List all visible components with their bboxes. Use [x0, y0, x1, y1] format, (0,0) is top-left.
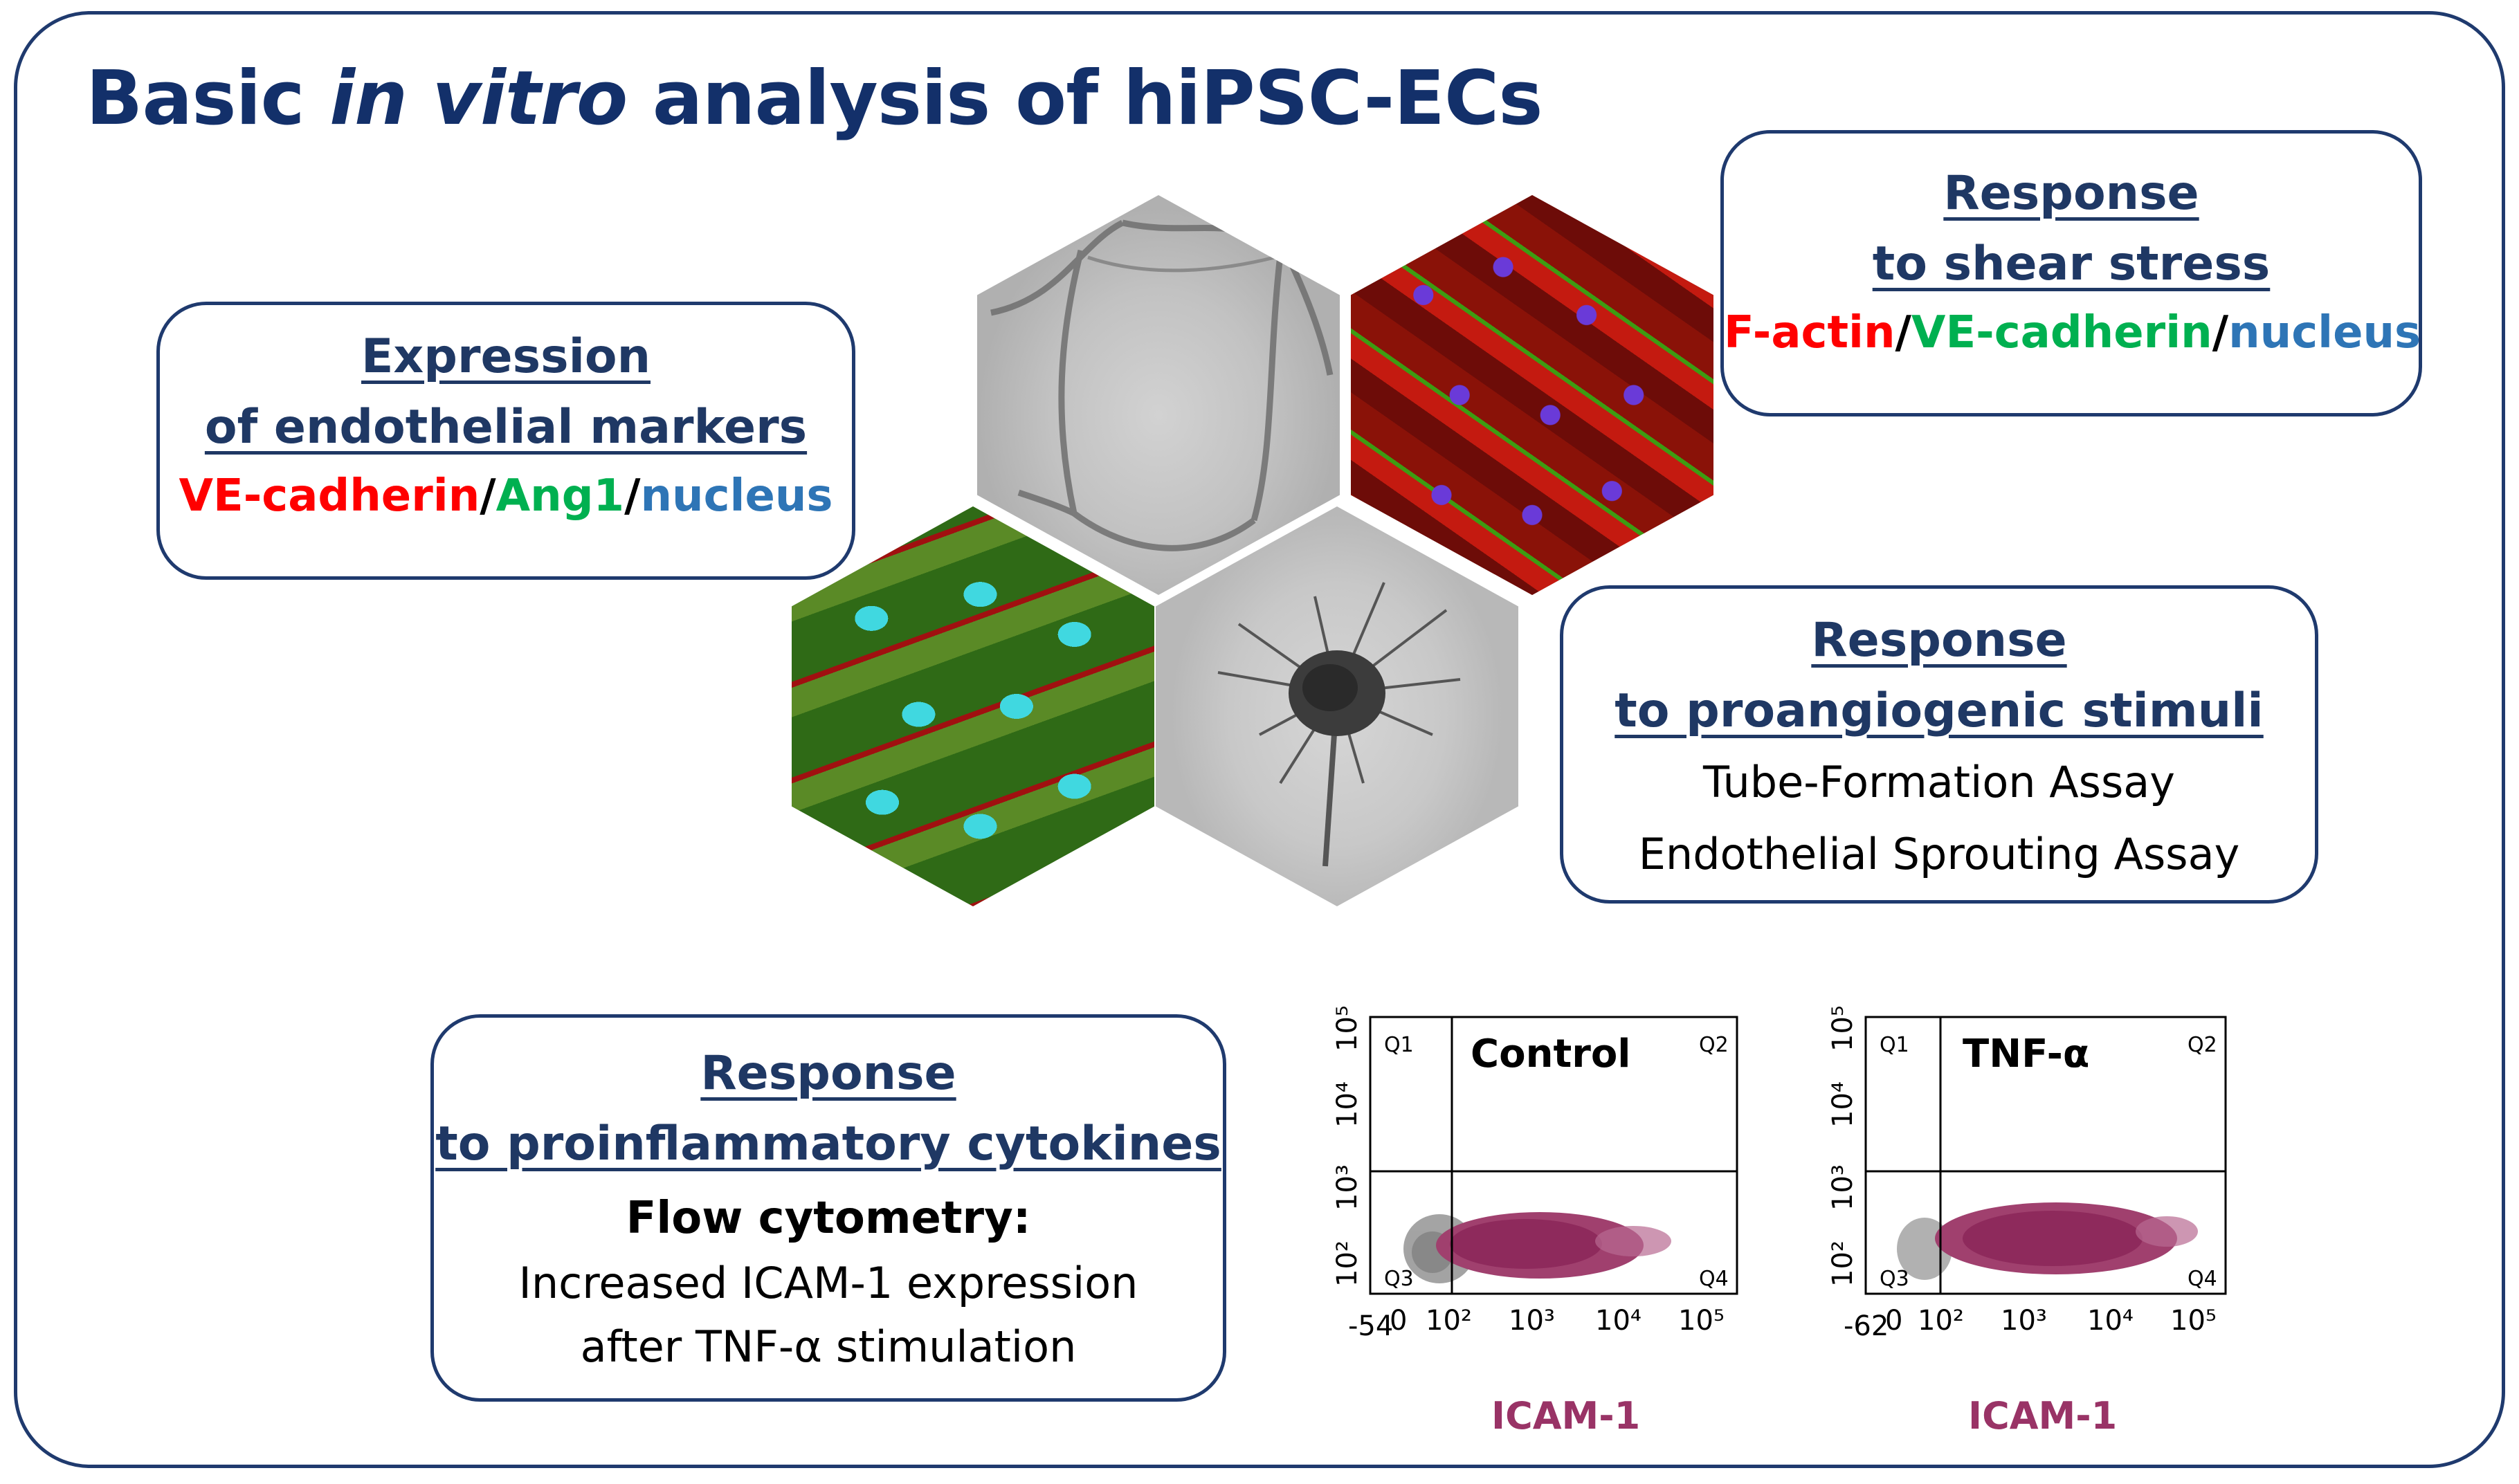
y-tick-4: 10⁵ — [1331, 1005, 1363, 1052]
y-tick-3: 10⁴ — [1827, 1081, 1859, 1128]
x-min-label: -62 — [1844, 1310, 1889, 1342]
quadrant-q2: Q2 — [2188, 1033, 2217, 1057]
scatter-cloud-icam — [1436, 1212, 1671, 1279]
quadrant-q1: Q1 — [1880, 1033, 1909, 1057]
x-tick-0: 0 — [1390, 1305, 1407, 1337]
quadrant-q2: Q2 — [1699, 1033, 1729, 1057]
shear-stain-line: F-actin/VE-cadherin/nucleus — [1724, 307, 2421, 358]
shear-heading-1: Response — [1943, 166, 2199, 221]
x-tick-2: 10³ — [2001, 1305, 2047, 1337]
plot-title: Control — [1471, 1032, 1631, 1077]
tnf-flow-plot: Q1 Q2 Q3 Q4 TNF-α 10² 10³ 10⁴ 10⁵ -62 0 … — [1827, 1005, 2227, 1342]
proangiogenic-heading-2: to proangiogenic stimuli — [1615, 684, 2264, 738]
scatter-cloud-icam — [1935, 1202, 2198, 1274]
x-tick-0: 0 — [1885, 1305, 1902, 1337]
plot-title: TNF-α — [1963, 1032, 2089, 1077]
y-tick-1: 10² — [1827, 1240, 1859, 1287]
tnf-stimulation-line: after TNF-α stimulation — [580, 1321, 1077, 1372]
x-tick-4: 10⁵ — [1678, 1305, 1725, 1337]
quadrant-q4: Q4 — [1699, 1267, 1729, 1291]
vecadherin-ang1-image — [792, 506, 1154, 906]
markers-box: Expression of endothelial markers VE-cad… — [156, 302, 855, 580]
proangiogenic-heading-1: Response — [1811, 613, 2067, 668]
quadrant-q4: Q4 — [2188, 1267, 2217, 1291]
quadrant-q3: Q3 — [1880, 1267, 1909, 1291]
y-tick-2: 10³ — [1827, 1164, 1859, 1211]
y-tick-3: 10⁴ — [1331, 1081, 1363, 1128]
proinflammatory-heading-1: Response — [700, 1046, 956, 1101]
tube-formation-label: Tube-Formation Assay — [1703, 757, 2175, 807]
markers-heading-1: Expression — [361, 329, 651, 384]
shear-box: Response to shear stress F-actin/VE-cadh… — [1720, 130, 2422, 416]
shear-heading-2: to shear stress — [1872, 237, 2271, 291]
x-min-label: -54 — [1348, 1310, 1393, 1342]
sprouting-label: Endothelial Sprouting Assay — [1638, 829, 2240, 879]
proinflammatory-box: Response to proinflammatory cytokines Fl… — [430, 1014, 1226, 1402]
proangiogenic-box: Response to proangiogenic stimuli Tube-F… — [1560, 585, 2318, 904]
x-tick-1: 10² — [1426, 1305, 1472, 1337]
y-tick-1: 10² — [1331, 1240, 1363, 1287]
control-flow-plot: Q1 Q2 Q3 Q4 Control 10² 10³ 10⁴ 10⁵ -54 … — [1331, 1005, 1738, 1342]
y-tick-2: 10³ — [1331, 1164, 1363, 1211]
markers-stain-line: VE-cadherin/Ang1/nucleus — [179, 470, 833, 522]
x-tick-3: 10⁴ — [1595, 1305, 1642, 1337]
y-tick-4: 10⁵ — [1827, 1005, 1859, 1052]
x-tick-1: 10² — [1918, 1305, 1964, 1337]
x-tick-4: 10⁵ — [2170, 1305, 2217, 1337]
control-x-axis-label: ICAM-1 — [1491, 1394, 1641, 1438]
proinflammatory-heading-2: to proinflammatory cytokines — [435, 1117, 1221, 1171]
spheroid-sprouts — [1217, 582, 1461, 867]
flow-cytometry-label: Flow cytometry: — [626, 1193, 1031, 1244]
tnf-x-axis-label: ICAM-1 — [1968, 1394, 2118, 1438]
markers-heading-2: of endothelial markers — [204, 400, 808, 455]
x-tick-3: 10⁴ — [2087, 1305, 2134, 1337]
tube-network-lines — [990, 219, 1334, 551]
quadrant-q3: Q3 — [1384, 1267, 1414, 1291]
x-tick-2: 10³ — [1509, 1305, 1555, 1337]
brightfield-tube-image — [977, 195, 1340, 595]
page-title: Basic in vitro analysis of hiPSC-ECs — [86, 55, 1543, 142]
quadrant-q1: Q1 — [1384, 1033, 1414, 1057]
icam-increase-line: Increased ICAM-1 expression — [518, 1258, 1138, 1308]
outer-frame — [14, 11, 2505, 1468]
